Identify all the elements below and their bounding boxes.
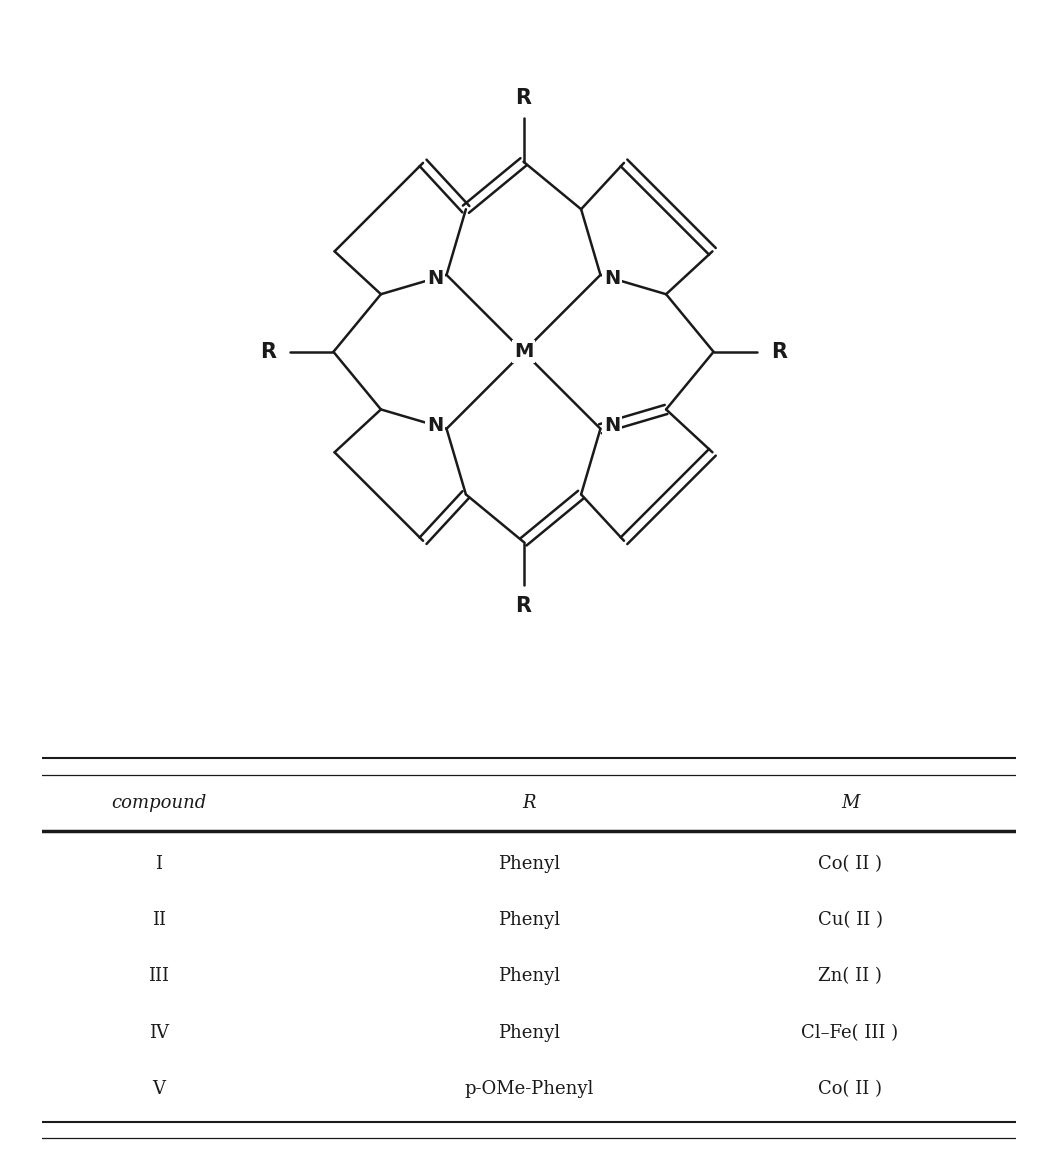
Text: N: N: [427, 415, 443, 434]
Text: III: III: [149, 968, 170, 985]
Text: M: M: [841, 794, 860, 812]
Text: Phenyl: Phenyl: [497, 911, 560, 929]
Text: R: R: [260, 342, 276, 362]
Text: R: R: [771, 342, 787, 362]
Text: Phenyl: Phenyl: [497, 1024, 560, 1041]
Text: V: V: [152, 1080, 165, 1097]
Text: Cu( II ): Cu( II ): [818, 911, 883, 929]
Text: I: I: [155, 855, 162, 873]
Text: II: II: [152, 911, 165, 929]
Text: p-OMe-Phenyl: p-OMe-Phenyl: [464, 1080, 594, 1097]
Text: Cl–Fe( III ): Cl–Fe( III ): [802, 1024, 898, 1041]
Text: R: R: [515, 88, 532, 108]
Text: N: N: [604, 269, 620, 288]
Text: N: N: [604, 415, 620, 434]
Text: Phenyl: Phenyl: [497, 968, 560, 985]
Text: R: R: [522, 794, 535, 812]
Text: Co( II ): Co( II ): [818, 1080, 882, 1097]
Text: Zn( II ): Zn( II ): [818, 968, 882, 985]
Text: Co( II ): Co( II ): [818, 855, 882, 873]
Text: N: N: [427, 269, 443, 288]
Text: R: R: [515, 596, 532, 615]
Text: compound: compound: [111, 794, 206, 812]
Text: M: M: [514, 343, 533, 362]
Text: IV: IV: [149, 1024, 169, 1041]
Text: Phenyl: Phenyl: [497, 855, 560, 873]
